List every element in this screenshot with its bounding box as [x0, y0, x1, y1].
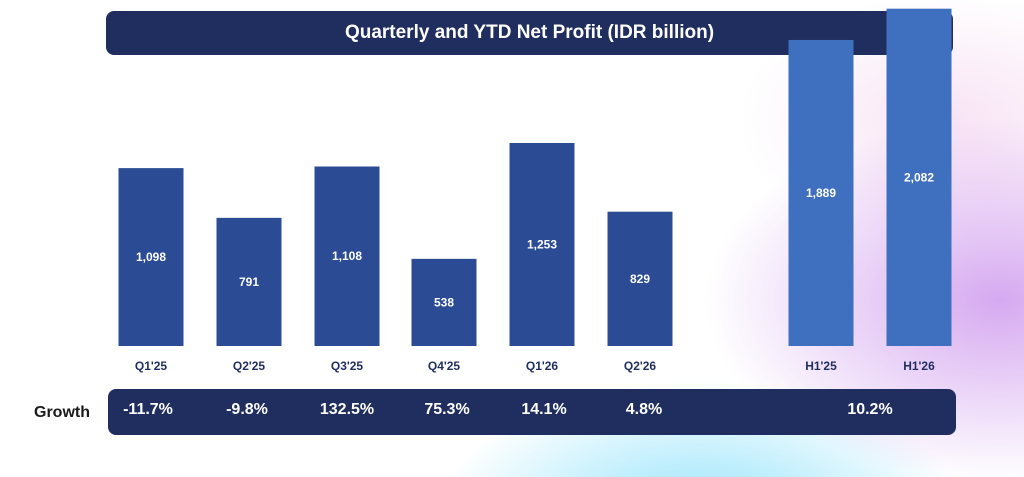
growth-value-q3-25: 132.5%	[319, 401, 375, 418]
bar-q2-26	[607, 211, 673, 346]
bar-q1-26	[509, 143, 575, 346]
growth-value-q1-26: 14.1%	[521, 401, 567, 418]
growth-row: -11.7% -9.8% 132.5% 75.3% 14.1% 4.8% 10.…	[108, 389, 956, 435]
growth-value-ytd: 10.2%	[847, 401, 893, 418]
category-label: Q2'25	[233, 359, 266, 373]
bar-q3-25	[314, 166, 380, 346]
category-label: H1'26	[903, 359, 935, 373]
bar-value-label: 1,098	[136, 250, 166, 264]
bar-h1-25	[788, 39, 854, 346]
growth-value-q1-25: -11.7%	[123, 401, 173, 418]
bar-q1-25	[118, 168, 184, 346]
category-label: Q3'25	[331, 359, 364, 373]
bar-h1-26	[886, 8, 952, 346]
category-label: Q1'26	[526, 359, 559, 373]
category-label: Q1'25	[135, 359, 168, 373]
bar-value-label: 791	[239, 275, 259, 289]
bar-q2-25	[216, 217, 282, 346]
bar-value-label: 2,082	[904, 170, 934, 184]
growth-label: Growth	[34, 404, 90, 421]
growth-value-q2-25: -9.8%	[226, 401, 268, 418]
bar-value-label: 1,889	[806, 186, 836, 200]
category-label: Q2'26	[624, 359, 657, 373]
bar-value-label: 1,253	[527, 238, 557, 252]
bar-value-label: 829	[630, 272, 650, 286]
growth-value-q2-26: 4.8%	[625, 401, 663, 418]
growth-value-q4-25: 75.3%	[424, 401, 470, 418]
category-label: Q4'25	[428, 359, 461, 373]
category-label: H1'25	[805, 359, 837, 373]
bar-value-label: 1,108	[332, 249, 362, 263]
bar-value-label: 538	[434, 295, 454, 309]
bar-q4-25	[411, 258, 477, 346]
